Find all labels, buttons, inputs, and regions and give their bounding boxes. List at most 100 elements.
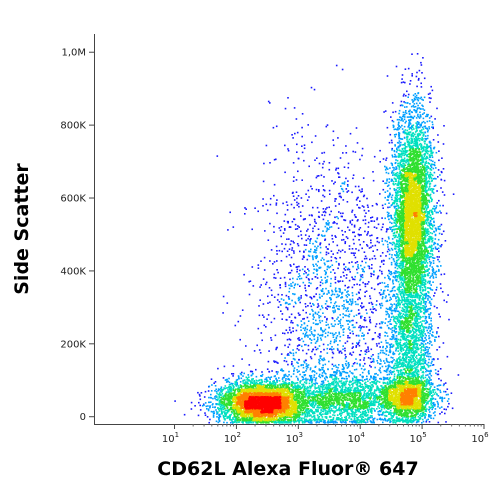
- data-point: [425, 379, 428, 381]
- data-point: [335, 373, 338, 375]
- data-point: [260, 284, 262, 286]
- data-point: [358, 421, 360, 424]
- data-point: [355, 346, 357, 348]
- data-point: [403, 101, 405, 103]
- data-point: [397, 153, 400, 155]
- data-point: [424, 266, 426, 268]
- data-point: [353, 224, 356, 227]
- data-point: [387, 172, 390, 175]
- data-point: [246, 381, 249, 384]
- data-point: [385, 332, 388, 334]
- data-point: [432, 126, 434, 129]
- data-point: [428, 347, 431, 349]
- data-point: [276, 299, 279, 301]
- data-point: [348, 248, 351, 250]
- data-point: [415, 111, 417, 114]
- data-point: [364, 413, 367, 415]
- data-point: [439, 397, 442, 399]
- data-point: [457, 374, 460, 376]
- data-point: [395, 308, 398, 310]
- data-point: [391, 312, 393, 315]
- data-point: [337, 137, 339, 139]
- data-point: [418, 313, 420, 316]
- data-point: [419, 108, 422, 110]
- data-point: [332, 348, 335, 350]
- data-point: [329, 412, 331, 414]
- data-point: [298, 349, 300, 351]
- data-point: [362, 195, 365, 198]
- data-point: [431, 408, 433, 411]
- data-point: [265, 377, 268, 379]
- data-point: [352, 238, 355, 241]
- data-point: [439, 315, 441, 318]
- data-point: [344, 269, 347, 271]
- data-point: [382, 188, 385, 191]
- data-point: [290, 331, 292, 334]
- data-point: [213, 410, 215, 413]
- data-point: [402, 160, 405, 163]
- data-point: [293, 206, 295, 209]
- data-point: [422, 340, 424, 342]
- data-point: [431, 237, 434, 240]
- data-point: [398, 366, 400, 368]
- data-point: [366, 421, 369, 423]
- data-point: [403, 299, 405, 301]
- data-point: [330, 282, 332, 285]
- data-point: [270, 337, 272, 339]
- data-point: [227, 229, 229, 231]
- data-point: [334, 421, 337, 424]
- data-point: [231, 419, 233, 421]
- data-point: [321, 166, 324, 169]
- data-point: [410, 135, 413, 138]
- data-point: [285, 378, 287, 380]
- data-point: [350, 319, 353, 322]
- data-point: [307, 389, 310, 392]
- data-point: [395, 234, 397, 237]
- data-point: [336, 382, 339, 384]
- data-point: [389, 345, 392, 348]
- data-point: [364, 383, 367, 386]
- data-point: [387, 419, 389, 421]
- data-point: [306, 365, 308, 367]
- data-point: [286, 308, 289, 311]
- data-point: [431, 240, 433, 243]
- data-point: [420, 96, 423, 99]
- data-point: [418, 338, 420, 340]
- data-point: [388, 343, 391, 346]
- data-point: [382, 296, 384, 298]
- data-point: [394, 263, 397, 266]
- data-point: [221, 389, 223, 391]
- data-point: [305, 276, 308, 279]
- data-point: [341, 417, 343, 419]
- data-point: [389, 214, 392, 217]
- data-point: [341, 419, 344, 421]
- data-point: [272, 382, 274, 384]
- data-point: [389, 167, 391, 169]
- data-point: [397, 156, 399, 158]
- data-point: [428, 393, 431, 395]
- data-point: [418, 347, 420, 350]
- data-point: [382, 293, 385, 295]
- data-point: [397, 165, 399, 167]
- data-point: [418, 361, 420, 363]
- data-point: [364, 342, 367, 345]
- data-point: [393, 309, 396, 312]
- data-point: [269, 377, 271, 379]
- data-point: [399, 303, 401, 306]
- data-point: [297, 157, 300, 160]
- data-point: [433, 161, 436, 164]
- data-point: [227, 387, 230, 389]
- data-point: [347, 413, 350, 415]
- data-point: [347, 336, 349, 339]
- data-point: [337, 417, 340, 419]
- data-point: [332, 139, 334, 141]
- data-point: [346, 291, 348, 293]
- data-point: [419, 363, 421, 365]
- data-point: [302, 340, 305, 343]
- data-point: [386, 250, 389, 253]
- data-point: [318, 362, 321, 365]
- data-point: [341, 382, 344, 385]
- data-point: [379, 363, 381, 365]
- data-point: [369, 234, 371, 237]
- data-point: [445, 421, 447, 423]
